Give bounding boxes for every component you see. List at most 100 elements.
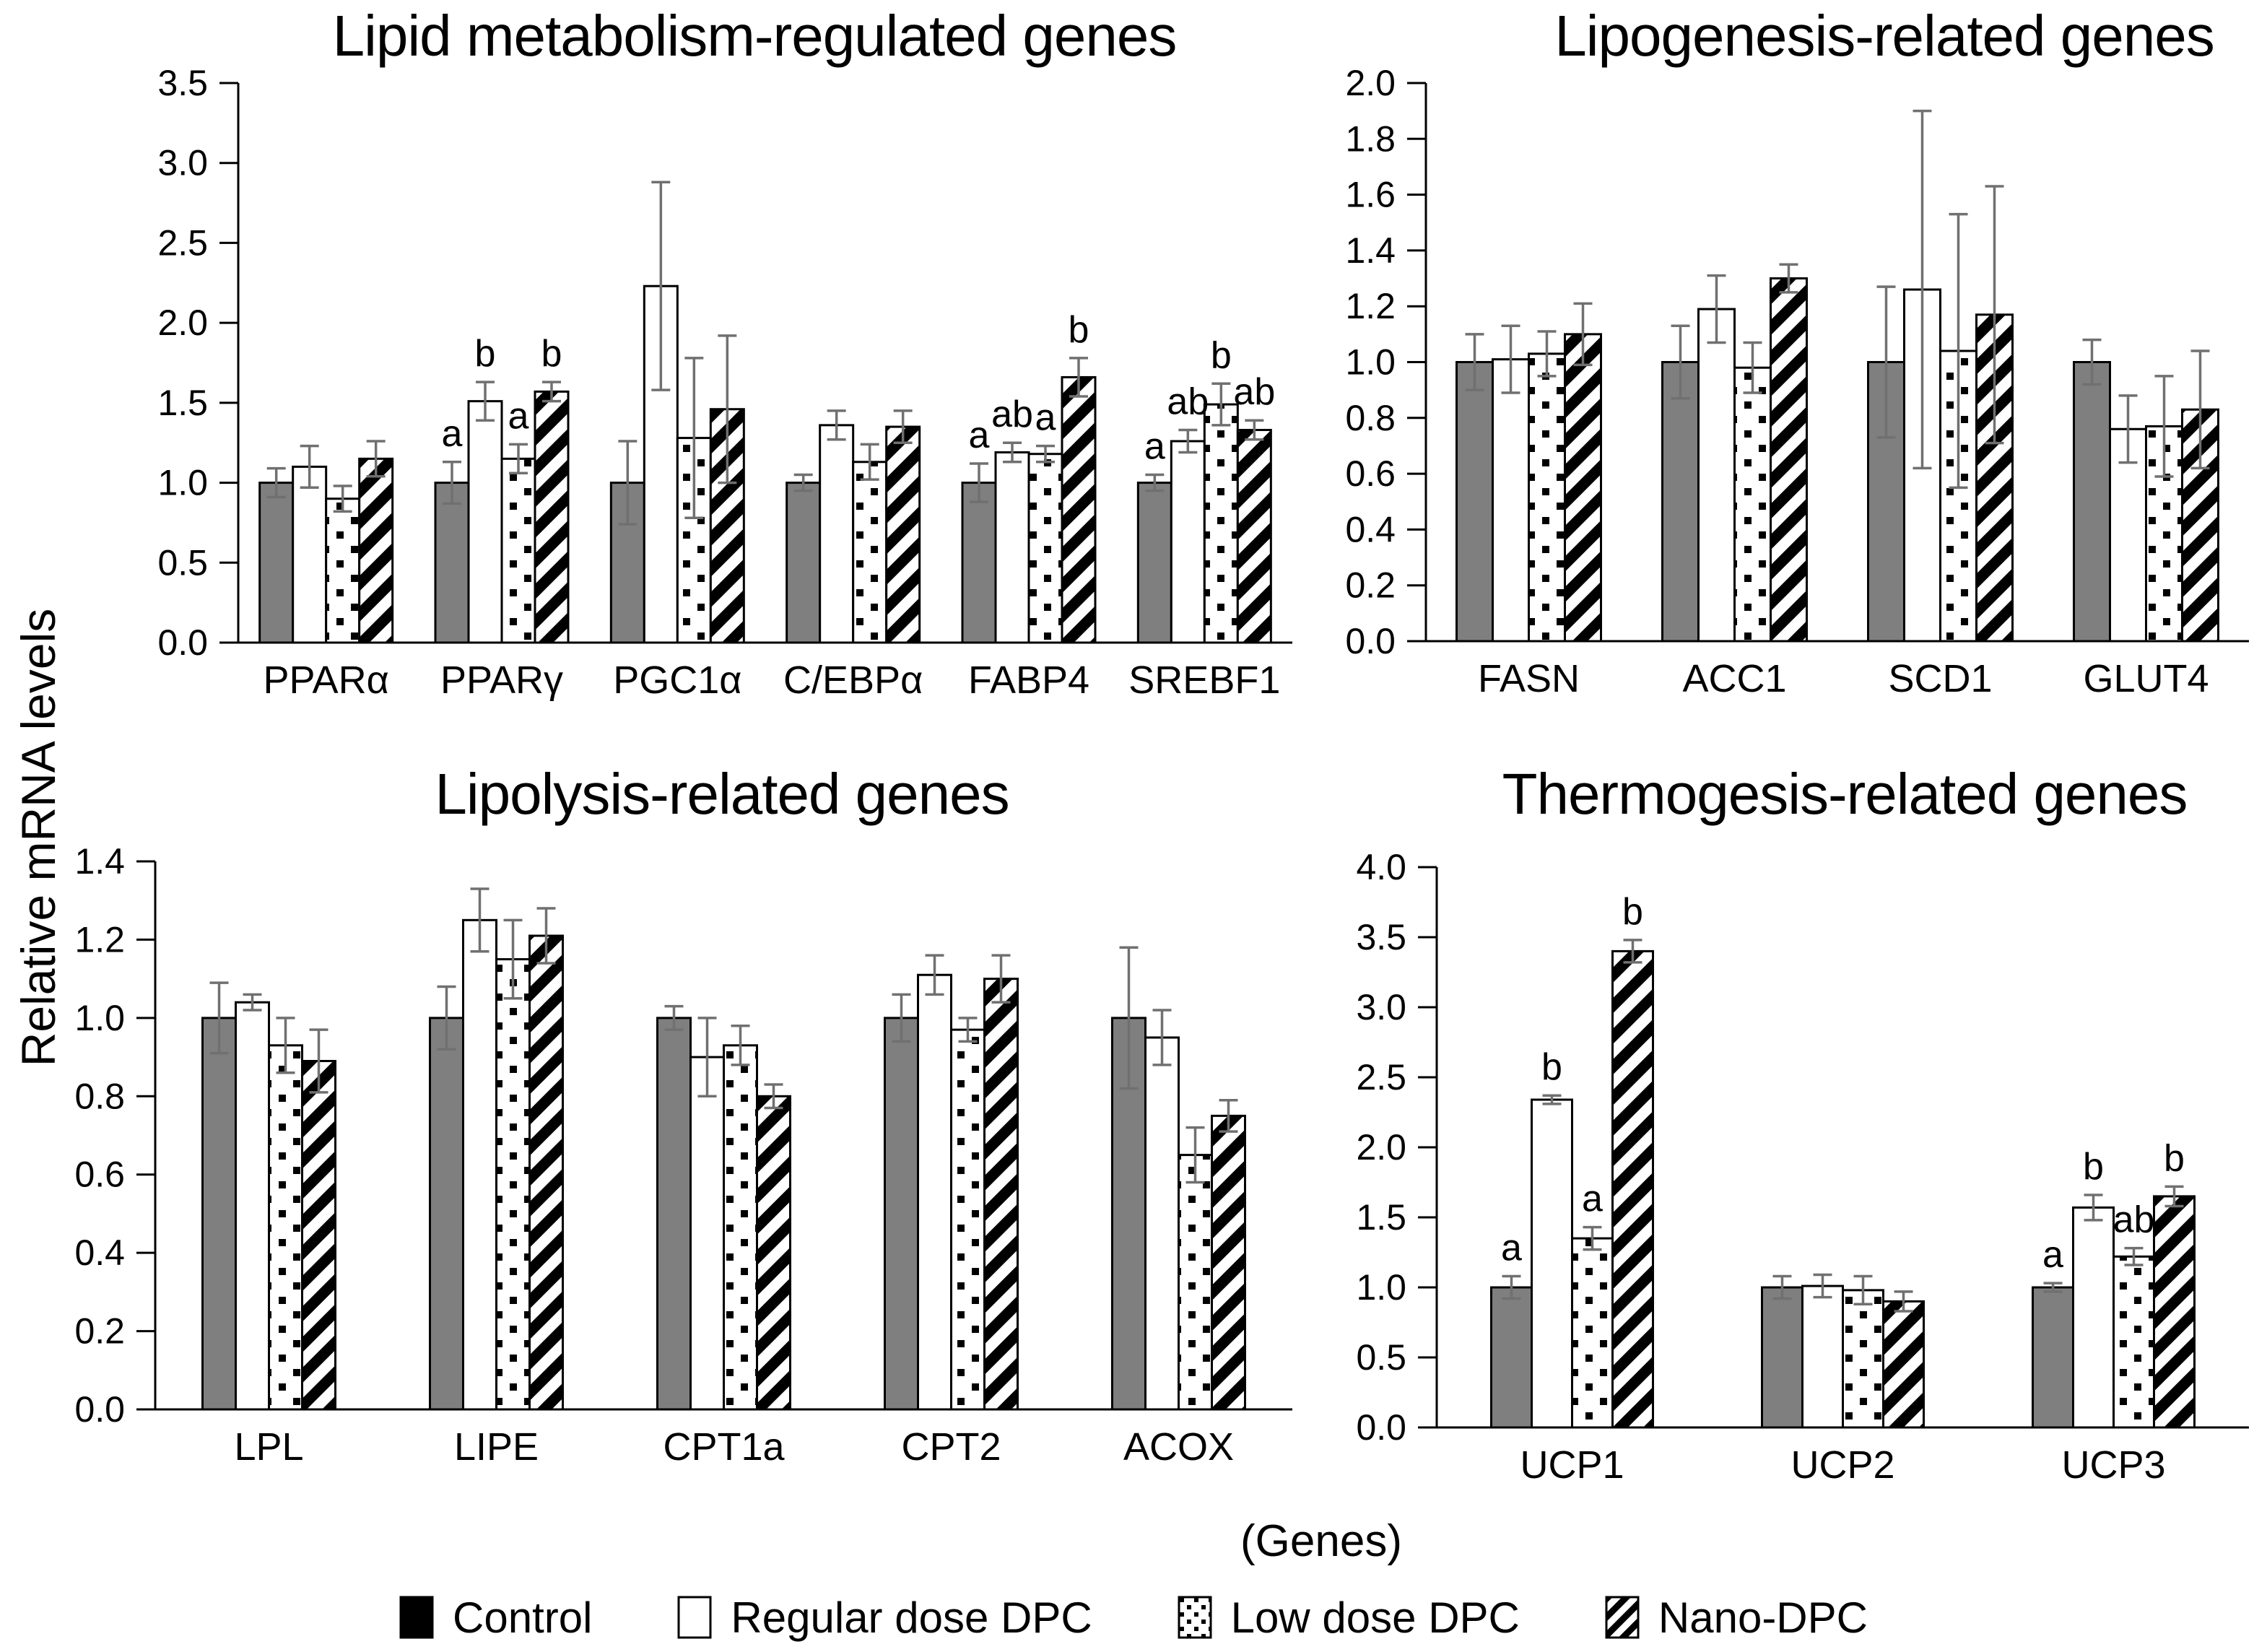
significance-letter: b bbox=[541, 333, 562, 375]
error-bar bbox=[991, 954, 1011, 1004]
category-label: CPT1a bbox=[663, 1425, 785, 1469]
bar bbox=[1842, 1289, 1884, 1429]
bar bbox=[1203, 403, 1239, 644]
bar bbox=[1697, 308, 1736, 643]
error-bar bbox=[509, 443, 528, 475]
error-bar bbox=[664, 1004, 684, 1031]
bar bbox=[756, 1095, 791, 1411]
chart-thermogenesis: 0.0 0.5 1.0 1.5 2.0 2.5 3.0 3.5 4.0 UCP1 a b a b UCP2 U… bbox=[1321, 830, 2267, 1527]
category-label: FASN bbox=[1478, 657, 1580, 700]
legend-item-control: Control bbox=[399, 1593, 592, 1643]
bar bbox=[1531, 1098, 1573, 1429]
error-bar bbox=[860, 443, 879, 481]
y-tick-label: 2.0 bbox=[1345, 65, 1396, 103]
error-bar bbox=[925, 954, 944, 996]
y-tick-label: 1.0 bbox=[1345, 342, 1396, 383]
bar bbox=[884, 1017, 919, 1411]
significance-letter: a bbox=[1144, 426, 1165, 468]
bar bbox=[1136, 482, 1172, 644]
significance-letter: a bbox=[969, 414, 990, 456]
bar bbox=[1144, 1036, 1180, 1411]
error-bar bbox=[1465, 333, 1484, 391]
error-bar bbox=[2043, 1282, 2063, 1293]
category-label: PPARγ bbox=[440, 658, 563, 702]
error-bar bbox=[1949, 212, 1968, 490]
y-tick-label: 0.2 bbox=[1345, 565, 1396, 606]
error-bar bbox=[470, 887, 489, 953]
error-bar bbox=[209, 981, 229, 1055]
significance-letter: a bbox=[2042, 1234, 2063, 1276]
legend-swatch-nano-dpc-icon bbox=[1605, 1596, 1640, 1639]
category-label: LPL bbox=[234, 1425, 303, 1469]
y-tick-label: 3.5 bbox=[157, 65, 208, 103]
bar bbox=[983, 978, 1019, 1411]
y-tick-label: 0.4 bbox=[74, 1233, 125, 1273]
error-bar bbox=[1245, 419, 1264, 441]
y-tick-label: 1.0 bbox=[1356, 1267, 1406, 1308]
error-bar bbox=[1219, 1098, 1238, 1133]
error-bar bbox=[1743, 341, 1762, 394]
category-label: UCP3 bbox=[2061, 1443, 2165, 1487]
error-bar bbox=[266, 466, 286, 499]
y-tick-label: 1.0 bbox=[157, 463, 208, 503]
bar bbox=[325, 497, 361, 644]
chart2-title: Lipogenesis-related genes bbox=[1554, 4, 2214, 68]
bar bbox=[429, 1017, 464, 1411]
y-tick-label: 0.0 bbox=[1356, 1407, 1406, 1448]
bar bbox=[235, 1001, 270, 1411]
chart-canvas: 0.0 0.2 0.4 0.6 0.8 1.0 1.2 1.4 LPL LIPE CPT1a CPT2… bbox=[74, 841, 1292, 1469]
bar bbox=[268, 1044, 303, 1411]
y-tick-label: 0.4 bbox=[1345, 509, 1396, 549]
bar bbox=[950, 1028, 985, 1411]
legend-swatch-control-icon bbox=[399, 1596, 434, 1639]
y-tick-label: 1.5 bbox=[1356, 1197, 1406, 1238]
category-label: C/EBPα bbox=[783, 658, 923, 702]
bar bbox=[2073, 361, 2111, 643]
bar bbox=[1801, 1284, 1844, 1429]
category-label: ACOX bbox=[1123, 1425, 1234, 1469]
bar bbox=[258, 482, 295, 644]
error-bar bbox=[1501, 324, 1520, 394]
bar bbox=[1611, 949, 1654, 1429]
category-label: CPT2 bbox=[901, 1425, 1001, 1469]
error-bar bbox=[2118, 394, 2138, 464]
bar bbox=[917, 973, 952, 1411]
error-bar bbox=[1542, 1094, 1562, 1105]
bar bbox=[495, 958, 531, 1411]
significance-letter: a bbox=[508, 395, 529, 437]
error-bar bbox=[718, 334, 737, 484]
bar bbox=[434, 482, 470, 644]
error-bar bbox=[764, 1083, 783, 1110]
error-bar bbox=[892, 993, 911, 1043]
error-bar bbox=[1583, 1225, 1602, 1251]
error-bar bbox=[536, 907, 556, 965]
category-label: GLUT4 bbox=[2083, 657, 2209, 700]
y-tick-label: 4.0 bbox=[1356, 847, 1406, 887]
error-bar bbox=[1913, 109, 1932, 470]
y-tick-label: 1.6 bbox=[1345, 175, 1396, 215]
category-label: UCP2 bbox=[1790, 1443, 1894, 1487]
error-bar bbox=[503, 918, 523, 1000]
error-bar bbox=[958, 1017, 978, 1043]
y-tick-label: 0.5 bbox=[157, 542, 208, 583]
significance-letter: b bbox=[1622, 891, 1643, 933]
error-bar bbox=[1779, 263, 1798, 294]
chart1-title: Lipid metabolism-regulated genes bbox=[332, 4, 1178, 68]
error-bar bbox=[1178, 428, 1198, 454]
error-bar bbox=[1876, 285, 1896, 439]
significance-letter: ab bbox=[1233, 371, 1275, 413]
significance-letter: ab bbox=[991, 394, 1033, 435]
error-bar bbox=[827, 409, 846, 441]
y-tick-label: 0.6 bbox=[74, 1155, 125, 1195]
y-tick-label: 0.0 bbox=[1345, 621, 1396, 661]
significance-letter: b bbox=[2164, 1137, 2185, 1179]
category-label: ACC1 bbox=[1682, 657, 1786, 700]
category-label: FABP4 bbox=[968, 658, 1089, 702]
category-label: SCD1 bbox=[1888, 657, 1992, 700]
bar bbox=[1170, 440, 1206, 644]
significance-letter: b bbox=[1069, 309, 1089, 351]
error-bar bbox=[437, 985, 456, 1051]
chart4-title: Thermogesis-related genes bbox=[1502, 762, 2188, 826]
y-tick-label: 0.8 bbox=[74, 1076, 125, 1116]
